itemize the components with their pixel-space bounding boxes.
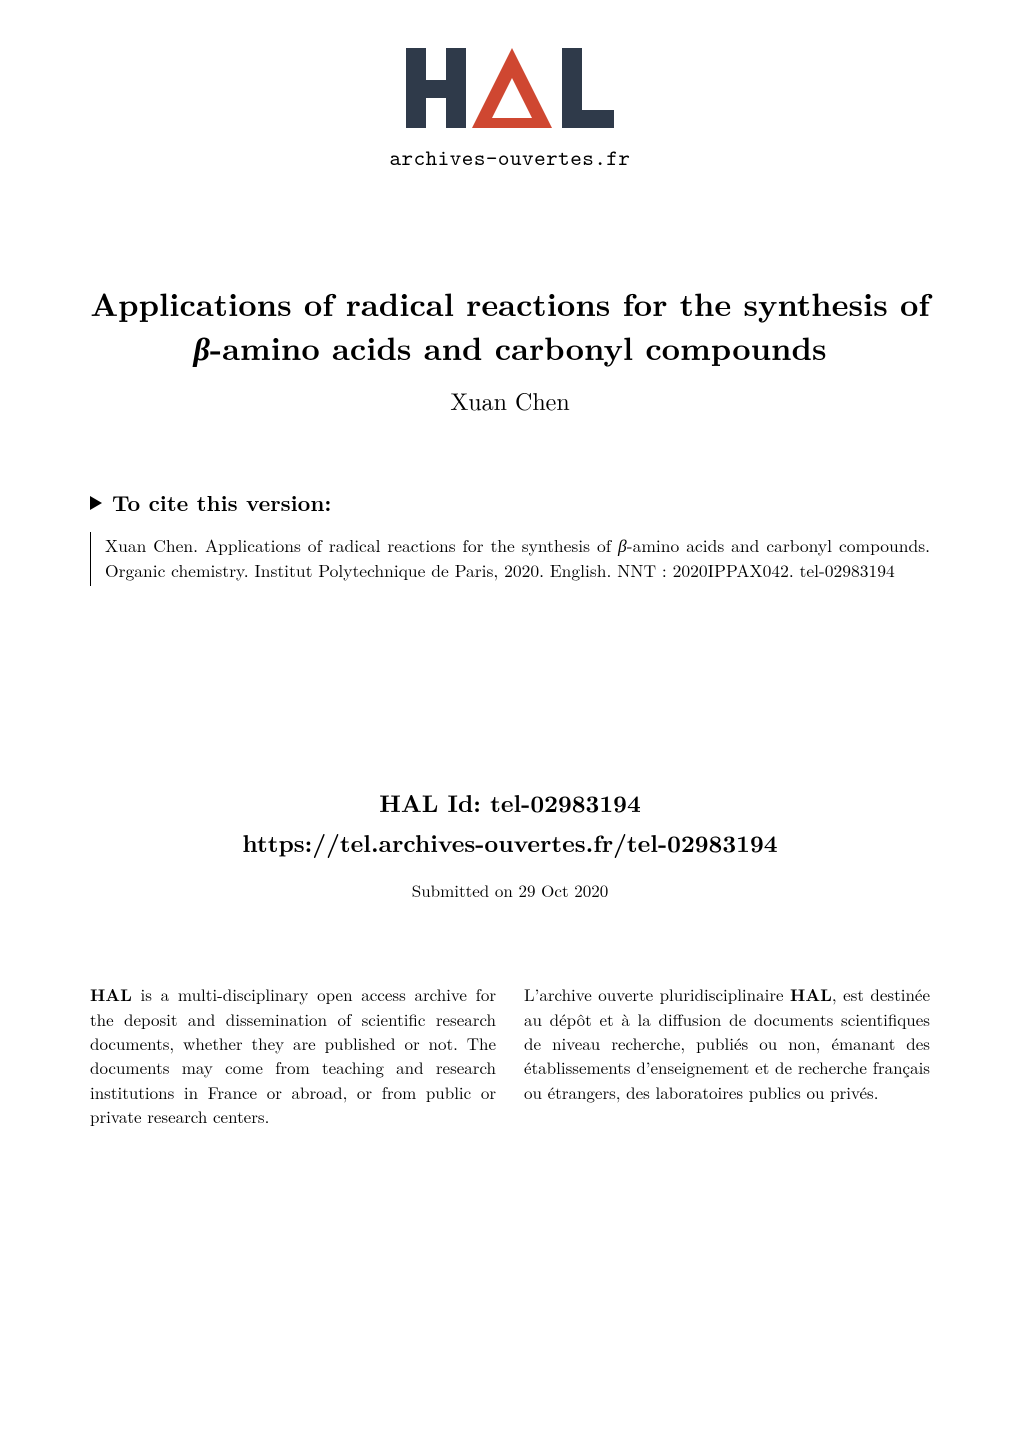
cite-telid: tel-02983194: [800, 558, 895, 583]
cite-header-text: To cite this version:: [112, 487, 331, 518]
title-block: Applications of radical reactions for th…: [0, 282, 1020, 417]
title-line-1: Applications of radical reactions for th…: [80, 282, 940, 325]
column-left: HAL is a multi-disciplinary open access …: [90, 982, 496, 1128]
hal-id-label: HAL Id: tel-02983194: [0, 786, 1020, 820]
col-right-bold: HAL: [790, 983, 832, 1007]
submitted-date: Submitted on 29 Oct 2020: [0, 878, 1020, 902]
title-line-2: β-amino acids and carbonyl compounds: [80, 325, 940, 369]
hal-logo-block: archives-ouvertes.fr: [0, 0, 1020, 172]
cite-body: Xuan Chen. Applications of radical react…: [90, 532, 930, 586]
hal-logo-icon: [400, 42, 620, 137]
col-left-rest: is a multi-disciplinary open access arch…: [90, 982, 496, 1128]
title-line-2-rest: -amino acids and carbonyl compounds: [210, 325, 827, 370]
triangle-right-icon: [90, 496, 102, 510]
beta-glyph: β: [194, 323, 210, 370]
cite-block: To cite this version: Xuan Chen. Applica…: [0, 487, 1020, 586]
col-right-before: L’archive ouverte pluridisciplinaire: [524, 982, 790, 1006]
cite-period: .: [789, 558, 800, 583]
cite-header: To cite this version:: [90, 487, 930, 518]
author-name: Xuan Chen: [80, 383, 940, 417]
column-right: L’archive ouverte pluridisciplinaire HAL…: [524, 982, 930, 1128]
col-left-bold: HAL: [90, 983, 132, 1007]
cite-prefix: Xuan Chen. Applications of radical react…: [105, 533, 618, 558]
cite-beta: β: [618, 533, 627, 558]
hal-id-block: HAL Id: tel-02983194 https://tel.archive…: [0, 786, 1020, 902]
cite-nnt: NNT : 2020IPPAX042: [617, 558, 789, 583]
logo-caption: archives-ouvertes.fr: [389, 143, 630, 172]
hal-url[interactable]: https://tel.archives-ouvertes.fr/tel-029…: [0, 826, 1020, 860]
description-columns: HAL is a multi-disciplinary open access …: [0, 982, 1020, 1128]
